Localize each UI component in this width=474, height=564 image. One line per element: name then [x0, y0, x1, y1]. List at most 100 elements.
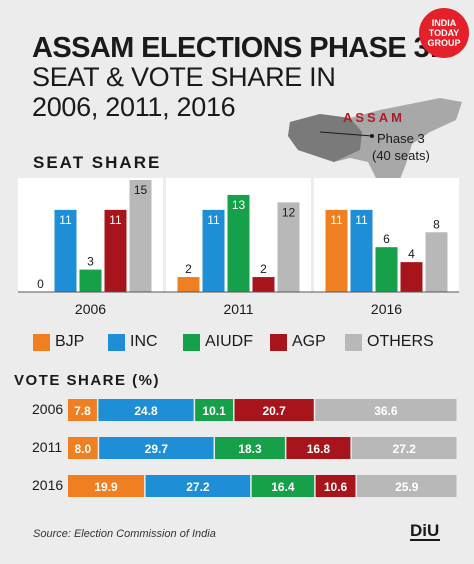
vote-segment-agp-2006: [234, 399, 314, 421]
seat-label-aiudf-2011: 13: [232, 198, 246, 212]
phase-pointer-line: [319, 131, 373, 137]
legend-label-agp: AGP: [292, 333, 326, 350]
legend-swatch-others: [345, 333, 362, 351]
seat-share-chart: 0 11 3 11 15 2006 2 11 13 2 12 2011 11 11 6 4 8 2016: [18, 178, 459, 317]
legend-label-inc: INC: [130, 333, 158, 350]
seat-label-aiudf-2006: 3: [87, 255, 94, 269]
title-line-1: ASSAM ELECTIONS PHASE 3:: [32, 32, 439, 64]
svg-text:DiU: DiU: [410, 521, 439, 540]
seat-category-2006: 2006: [75, 301, 106, 317]
seat-share-heading: SEAT SHARE: [33, 153, 162, 172]
seat-bar-bjp-2011: [177, 277, 200, 292]
legend-swatch-inc: [108, 333, 125, 351]
seat-bar-inc-2016: [350, 209, 373, 292]
vote-label-aiudf-2006: 10.1: [202, 404, 226, 418]
seat-label-agp-2016: 4: [408, 247, 415, 261]
vote-segment-others-2016: [356, 475, 457, 497]
legend-label-others: OTHERS: [367, 333, 434, 350]
seat-category-2016: 2016: [371, 301, 402, 317]
seat-bar-agp-2006: [104, 209, 127, 292]
seat-label-aiudf-2016: 6: [383, 232, 390, 246]
source-note: Source: Election Commission of India: [33, 528, 216, 540]
vote-segment-others-2011: [351, 437, 457, 459]
india-today-group-logo: INDIA TODAY GROUP: [419, 8, 469, 58]
map-phase-label: Phase 3: [377, 131, 425, 146]
vote-label-inc-2006: 24.8: [134, 404, 158, 418]
vote-category-2016: 2016: [32, 477, 63, 493]
vote-share-chart: 2006 7.8 24.8 10.1 20.7 36.6 2011 8.0 29.7 18.3 16…: [32, 399, 457, 497]
title-line-2: SEAT & VOTE SHARE IN: [32, 62, 336, 92]
vote-category-2011: 2011: [32, 439, 62, 455]
seat-label-inc-2016: 11: [355, 213, 368, 227]
seat-label-bjp-2016: 11: [330, 213, 343, 227]
vote-label-agp-2011: 16.8: [307, 442, 331, 456]
logo-line-3: GROUP: [427, 38, 461, 48]
phase-3-region: [288, 114, 362, 162]
seat-label-others-2006: 15: [134, 183, 148, 197]
seat-label-bjp-2006: 0: [37, 277, 44, 291]
seat-bar-agp-2011: [252, 277, 275, 292]
legend-item-agp: AGP: [270, 333, 326, 351]
vote-segment-bjp-2011: [68, 437, 98, 459]
vote-segment-agp-2011: [286, 437, 351, 459]
seat-label-bjp-2011: 2: [185, 262, 192, 276]
vote-label-agp-2016: 10.6: [324, 480, 348, 494]
seat-label-agp-2011: 2: [260, 262, 267, 276]
vote-segment-inc-2016: [145, 475, 251, 497]
seat-bar-aiudf-2006: [79, 269, 102, 292]
assam-map-icon: [288, 98, 462, 196]
seat-bar-others-2006: [129, 180, 152, 292]
seat-label-agp-2006: 11: [109, 213, 122, 227]
logo-line-1: INDIA: [431, 18, 457, 28]
vote-label-agp-2006: 20.7: [262, 404, 286, 418]
legend-swatch-bjp: [33, 333, 50, 351]
vote-segment-others-2006: [315, 399, 457, 421]
vote-category-2006: 2006: [32, 401, 63, 417]
seat-bar-agp-2016: [400, 262, 423, 292]
seat-bar-inc-2011: [202, 209, 225, 292]
vote-segment-aiudf-2006: [195, 399, 234, 421]
legend-swatch-agp: [270, 333, 287, 351]
legend-item-bjp: BJP: [33, 333, 84, 351]
seat-bar-aiudf-2016: [375, 247, 398, 292]
vote-segment-bjp-2016: [68, 475, 145, 497]
vote-label-others-2011: 27.2: [393, 442, 417, 456]
legend-item-aiudf: AIUDF: [183, 333, 253, 351]
vote-label-bjp-2016: 19.9: [94, 480, 118, 494]
phase-pointer-dot: [370, 134, 374, 138]
seat-label-inc-2006: 11: [59, 213, 72, 227]
vote-label-others-2006: 36.6: [374, 404, 398, 418]
legend-swatch-aiudf: [183, 333, 200, 351]
vote-label-aiudf-2016: 16.4: [271, 480, 295, 494]
vote-segment-bjp-2006: [68, 399, 97, 421]
vote-segment-aiudf-2016: [251, 475, 315, 497]
seat-bar-bjp-2016: [325, 209, 348, 292]
title-line-3: 2006, 2011, 2016: [32, 92, 236, 122]
vote-segment-inc-2011: [99, 437, 214, 459]
vote-share-heading: VOTE SHARE (%): [14, 372, 161, 389]
vote-segment-inc-2006: [98, 399, 194, 421]
map-seats-label: (40 seats): [372, 148, 430, 163]
legend-item-inc: INC: [108, 333, 158, 351]
map-region-label: ASSAM: [343, 110, 405, 125]
vote-segment-aiudf-2011: [215, 437, 285, 459]
seat-bar-others-2011: [277, 202, 300, 292]
vote-label-bjp-2011: 8.0: [75, 442, 92, 456]
vote-segment-agp-2016: [315, 475, 356, 497]
seat-bar-others-2016: [425, 232, 448, 292]
seat-label-others-2011: 12: [282, 205, 296, 219]
seat-bar-inc-2006: [54, 209, 77, 292]
vote-label-inc-2016: 27.2: [186, 480, 210, 494]
vote-label-bjp-2006: 7.8: [74, 404, 91, 418]
legend-label-aiudf: AIUDF: [205, 333, 253, 350]
legend-label-bjp: BJP: [55, 333, 85, 350]
seat-label-inc-2011: 11: [207, 213, 220, 227]
seat-category-2011: 2011: [223, 301, 253, 317]
vote-label-inc-2011: 29.7: [145, 442, 169, 456]
diu-logo-icon: DiU: [408, 516, 442, 546]
legend-item-others: OTHERS: [345, 333, 434, 351]
logo-line-2: TODAY: [428, 28, 460, 38]
vote-label-others-2016: 25.9: [395, 480, 419, 494]
seat-label-others-2016: 8: [433, 217, 440, 231]
